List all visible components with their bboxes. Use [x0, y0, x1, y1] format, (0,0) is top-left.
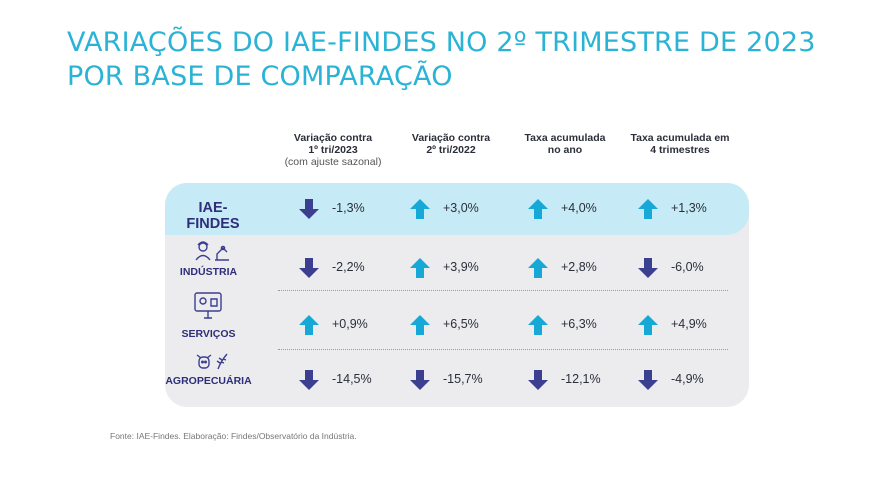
value-cell: +1,3%	[638, 197, 728, 221]
value-cell: +6,5%	[410, 313, 500, 337]
arrow-up-icon	[410, 258, 430, 278]
value-cell: +3,0%	[410, 197, 500, 221]
value-text: +2,8%	[561, 260, 597, 274]
row-divider	[278, 349, 728, 350]
arrow-down-icon	[638, 258, 658, 278]
value-text: +4,0%	[561, 201, 597, 215]
value-cell: +0,9%	[299, 313, 389, 337]
value-cell: -14,5%	[299, 368, 389, 392]
value-text: -4,9%	[671, 372, 704, 386]
arrow-up-icon	[528, 199, 548, 219]
source-footnote: Fonte: IAE-Findes. Elaboração: Findes/Ob…	[110, 431, 357, 441]
row-label: AGROPECUÁRIA	[165, 375, 252, 387]
arrow-up-icon	[528, 315, 548, 335]
value-cell: +6,3%	[528, 313, 618, 337]
column-header-1: Variação contra 1º tri/2023 (com ajuste …	[284, 132, 382, 168]
value-cell: -6,0%	[638, 256, 728, 280]
value-cell: +2,8%	[528, 256, 618, 280]
column-header-2: Variação contra 2º tri/2022	[411, 132, 491, 156]
row-label: SERVIÇOS	[181, 328, 236, 340]
row-label: IAE-FINDES	[186, 200, 240, 232]
row-divider	[278, 290, 728, 291]
column-header-4: Taxa acumulada em 4 trimestres	[630, 132, 730, 156]
value-text: -12,1%	[561, 372, 601, 386]
value-cell: -15,7%	[410, 368, 500, 392]
value-text: -2,2%	[332, 260, 365, 274]
value-text: -6,0%	[671, 260, 704, 274]
industry-icon	[195, 241, 229, 261]
value-text: +0,9%	[332, 317, 368, 331]
arrow-down-icon	[638, 370, 658, 390]
services-icon	[194, 292, 222, 319]
value-text: +1,3%	[671, 201, 707, 215]
value-cell: +4,9%	[638, 313, 728, 337]
page-title: VARIAÇÕES DO IAE-FINDES NO 2º TRIMESTRE …	[67, 26, 816, 94]
value-cell: -4,9%	[638, 368, 728, 392]
agriculture-icon	[196, 353, 228, 370]
value-cell: -12,1%	[528, 368, 618, 392]
value-text: -1,3%	[332, 201, 365, 215]
value-text: -14,5%	[332, 372, 372, 386]
title-line-1: VARIAÇÕES DO IAE-FINDES NO 2º TRIMESTRE …	[67, 27, 816, 58]
value-text: +3,0%	[443, 201, 479, 215]
arrow-up-icon	[410, 199, 430, 219]
value-cell: +3,9%	[410, 256, 500, 280]
value-text: +3,9%	[443, 260, 479, 274]
arrow-up-icon	[638, 199, 658, 219]
arrow-down-icon	[299, 258, 319, 278]
arrow-up-icon	[299, 315, 319, 335]
arrow-down-icon	[410, 370, 430, 390]
arrow-down-icon	[299, 199, 319, 219]
value-cell: -2,2%	[299, 256, 389, 280]
arrow-up-icon	[410, 315, 430, 335]
title-line-2: POR BASE DE COMPARAÇÃO	[67, 61, 453, 92]
value-cell: +4,0%	[528, 197, 618, 221]
row-label: INDÚSTRIA	[179, 266, 238, 278]
value-text: -15,7%	[443, 372, 483, 386]
arrow-up-icon	[528, 258, 548, 278]
column-header-3: Taxa acumulada no ano	[524, 132, 606, 156]
arrow-up-icon	[638, 315, 658, 335]
value-text: +4,9%	[671, 317, 707, 331]
arrow-down-icon	[299, 370, 319, 390]
arrow-down-icon	[528, 370, 548, 390]
value-text: +6,3%	[561, 317, 597, 331]
value-cell: -1,3%	[299, 197, 389, 221]
value-text: +6,5%	[443, 317, 479, 331]
